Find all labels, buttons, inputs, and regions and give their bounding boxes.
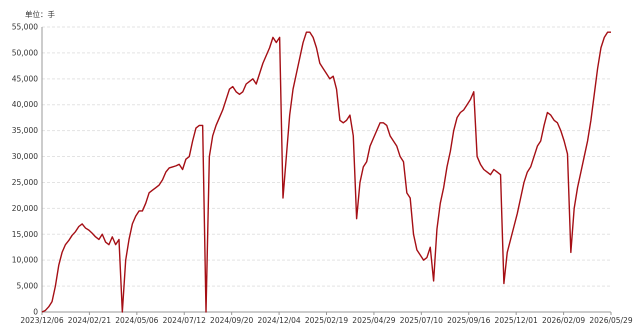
series-line xyxy=(41,31,611,313)
y-tick-label: 45,000 xyxy=(12,74,38,83)
x-tick-label: 2025/02/19 xyxy=(305,316,348,325)
x-tick-label: 2023/12/06 xyxy=(20,316,63,325)
y-tick-label: 15,000 xyxy=(12,230,38,239)
plot-area xyxy=(41,31,611,313)
x-tick-label: 2025/09/16 xyxy=(447,316,490,325)
x-tick-label: 2025/12/01 xyxy=(495,316,538,325)
x-axis: 2023/12/06 2024/02/21 2024/05/06 2024/07/12… xyxy=(20,311,633,325)
x-tick-label: 2024/07/12 xyxy=(163,316,206,325)
y-tick-label: 30,000 xyxy=(12,152,38,161)
y-tick-label: 0 xyxy=(33,308,38,317)
x-tick-label: 2026/05/29 xyxy=(589,316,632,325)
x-tick-label: 2024/12/04 xyxy=(257,316,300,325)
x-tick-label: 2025/07/10 xyxy=(400,316,443,325)
y-tick-label: 10,000 xyxy=(12,256,38,265)
y-tick-label: 5,000 xyxy=(17,282,39,291)
x-tick-label: 2026/02/09 xyxy=(542,316,585,325)
x-tick-label: 2024/02/21 xyxy=(68,316,111,325)
y-tick-label: 25,000 xyxy=(12,178,38,187)
x-tick-label: 2024/05/06 xyxy=(115,316,158,325)
y-tick-label: 40,000 xyxy=(12,100,38,109)
y-tick-label: 20,000 xyxy=(12,204,38,213)
y-tick-label: 35,000 xyxy=(12,126,38,135)
y-tick-label: 50,000 xyxy=(12,48,38,57)
y-axis: 0 5,000 10,000 15,000 20,000 25,000 30,000 35,0… xyxy=(12,23,43,317)
y-tick-label: 55,000 xyxy=(12,23,38,32)
x-tick-label: 2025/04/29 xyxy=(352,316,395,325)
x-tick-label: 2024/09/20 xyxy=(210,316,253,325)
grid-lines xyxy=(42,26,611,313)
unit-label: 单位：手 xyxy=(25,9,55,19)
